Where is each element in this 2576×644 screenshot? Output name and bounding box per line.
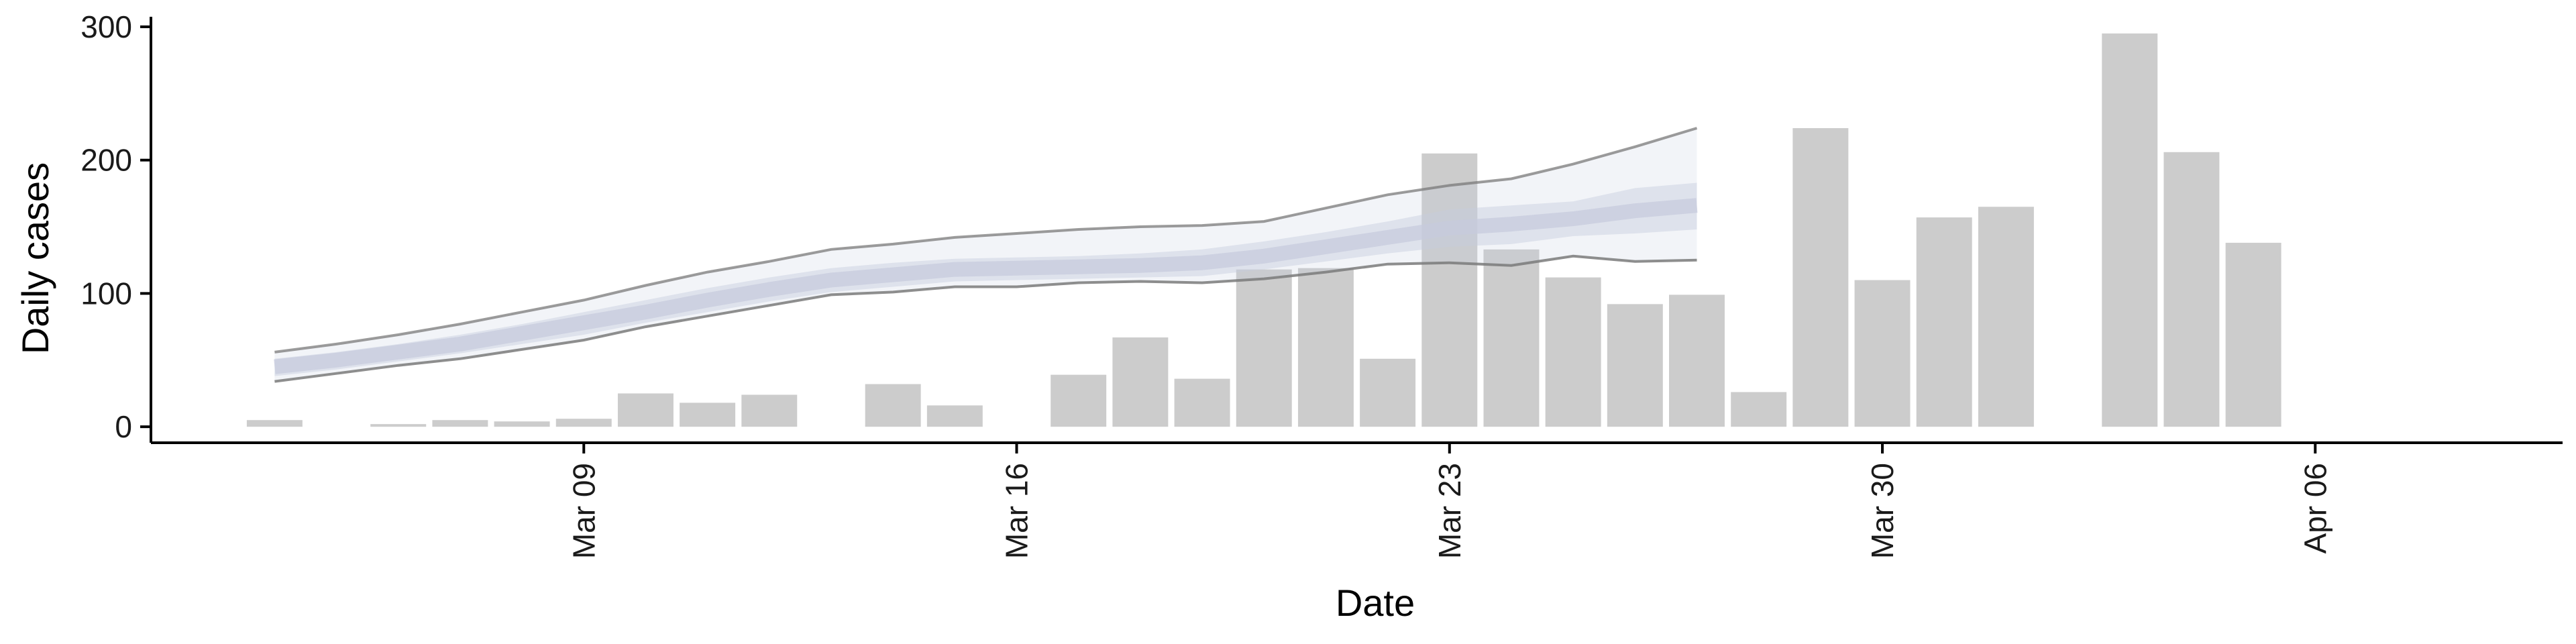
bar bbox=[1483, 249, 1540, 427]
bar bbox=[2163, 152, 2220, 427]
bar bbox=[555, 419, 612, 427]
bar bbox=[1669, 294, 1725, 427]
bar bbox=[432, 420, 488, 427]
bar bbox=[1174, 378, 1230, 427]
median-estimate bbox=[274, 198, 1698, 374]
bar bbox=[1051, 374, 1107, 427]
x-tick-label: Apr 06 bbox=[2298, 463, 2332, 554]
y-axis-title: Daily cases bbox=[14, 162, 56, 354]
bar bbox=[1916, 217, 1972, 427]
bar bbox=[680, 402, 736, 427]
lower-bound-line bbox=[274, 254, 1697, 383]
bar bbox=[1978, 207, 2034, 427]
x-tick-label: Mar 23 bbox=[1432, 463, 1467, 559]
x-tick-label: Mar 16 bbox=[1000, 463, 1034, 559]
estimate-layer bbox=[274, 127, 1698, 383]
upper-bound-line bbox=[274, 127, 1698, 354]
bar bbox=[1421, 153, 1478, 427]
y-tick-label: 100 bbox=[80, 276, 132, 311]
x-axis-title: Date bbox=[1336, 582, 1415, 624]
bar bbox=[741, 394, 798, 427]
bar bbox=[617, 393, 674, 427]
bar bbox=[494, 421, 550, 427]
bar bbox=[1792, 127, 1849, 427]
bar bbox=[246, 420, 303, 427]
bar bbox=[865, 384, 921, 427]
inner-interval-band bbox=[274, 182, 1697, 376]
bar bbox=[1297, 268, 1354, 427]
bar bbox=[2225, 242, 2282, 427]
y-tick-label: 0 bbox=[115, 409, 132, 444]
bar bbox=[1607, 304, 1663, 427]
bars-layer bbox=[246, 33, 2282, 427]
axes-layer: 0 100 200 300 Mar 09 Mar 16 Mar 23 Mar 30 Apr 06 bbox=[80, 9, 2563, 559]
x-tick-label: Mar 09 bbox=[566, 463, 601, 559]
bar bbox=[1112, 337, 1169, 427]
y-tick-label: 300 bbox=[80, 9, 132, 44]
bar bbox=[1236, 269, 1292, 427]
bar bbox=[1731, 392, 1787, 427]
bar bbox=[926, 405, 983, 427]
bar bbox=[1360, 358, 1416, 427]
bar bbox=[1545, 277, 1601, 427]
x-tick-label: Mar 30 bbox=[1865, 463, 1900, 559]
bar bbox=[1854, 280, 1911, 427]
bar bbox=[2102, 33, 2158, 427]
bar bbox=[370, 424, 427, 427]
y-tick-label: 200 bbox=[80, 143, 132, 178]
